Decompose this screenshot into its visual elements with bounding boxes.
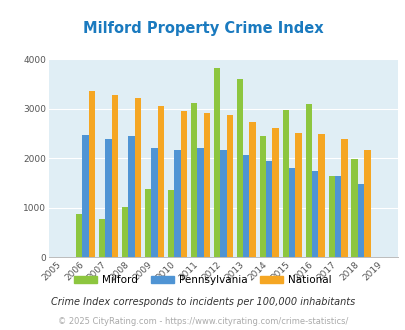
Bar bbox=[334, 176, 341, 257]
Bar bbox=[259, 136, 265, 257]
Bar bbox=[122, 207, 128, 257]
Bar bbox=[76, 214, 82, 257]
Bar bbox=[363, 150, 370, 257]
Bar bbox=[213, 68, 220, 257]
Bar bbox=[249, 122, 255, 257]
Bar bbox=[151, 148, 157, 257]
Bar bbox=[357, 183, 363, 257]
Bar bbox=[288, 168, 295, 257]
Bar bbox=[265, 161, 272, 257]
Bar bbox=[351, 159, 357, 257]
Bar bbox=[144, 189, 151, 257]
Bar bbox=[88, 91, 95, 257]
Bar bbox=[180, 111, 187, 257]
Bar bbox=[174, 150, 180, 257]
Bar bbox=[282, 110, 288, 257]
Bar bbox=[305, 105, 311, 257]
Bar bbox=[128, 136, 134, 257]
Bar bbox=[134, 98, 141, 257]
Legend: Milford, Pennsylvania, National: Milford, Pennsylvania, National bbox=[70, 271, 335, 289]
Bar bbox=[111, 95, 118, 257]
Bar bbox=[272, 128, 278, 257]
Text: © 2025 CityRating.com - https://www.cityrating.com/crime-statistics/: © 2025 CityRating.com - https://www.city… bbox=[58, 317, 347, 326]
Text: Milford Property Crime Index: Milford Property Crime Index bbox=[83, 21, 322, 36]
Bar bbox=[243, 155, 249, 257]
Bar bbox=[157, 106, 164, 257]
Text: Crime Index corresponds to incidents per 100,000 inhabitants: Crime Index corresponds to incidents per… bbox=[51, 297, 354, 307]
Bar bbox=[328, 176, 334, 257]
Bar bbox=[190, 103, 197, 257]
Bar bbox=[203, 113, 209, 257]
Bar bbox=[220, 150, 226, 257]
Bar bbox=[98, 219, 105, 257]
Bar bbox=[82, 135, 88, 257]
Bar bbox=[105, 139, 111, 257]
Bar bbox=[318, 134, 324, 257]
Bar bbox=[295, 133, 301, 257]
Bar bbox=[167, 189, 174, 257]
Bar bbox=[311, 171, 318, 257]
Bar bbox=[197, 148, 203, 257]
Bar bbox=[226, 115, 232, 257]
Bar bbox=[341, 139, 347, 257]
Bar bbox=[236, 79, 243, 257]
